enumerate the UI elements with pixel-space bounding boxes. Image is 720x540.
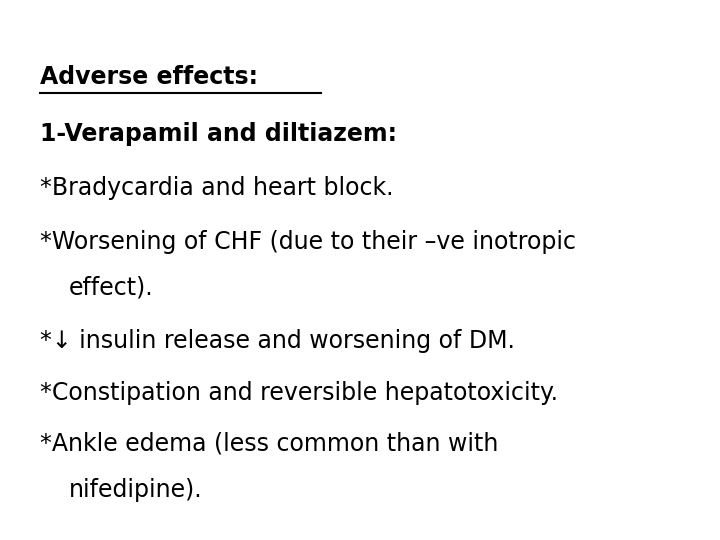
Text: *Bradycardia and heart block.: *Bradycardia and heart block.: [40, 176, 393, 199]
Text: nifedipine).: nifedipine).: [68, 478, 202, 502]
Text: Adverse effects:: Adverse effects:: [40, 65, 258, 89]
Text: effect).: effect).: [68, 275, 153, 299]
Text: *Ankle edema (less common than with: *Ankle edema (less common than with: [40, 432, 498, 456]
Text: *↓ insulin release and worsening of DM.: *↓ insulin release and worsening of DM.: [40, 329, 515, 353]
Text: *Worsening of CHF (due to their –ve inotropic: *Worsening of CHF (due to their –ve inot…: [40, 230, 575, 253]
Text: *Constipation and reversible hepatotoxicity.: *Constipation and reversible hepatotoxic…: [40, 381, 557, 404]
Text: 1-Verapamil and diltiazem:: 1-Verapamil and diltiazem:: [40, 122, 397, 145]
